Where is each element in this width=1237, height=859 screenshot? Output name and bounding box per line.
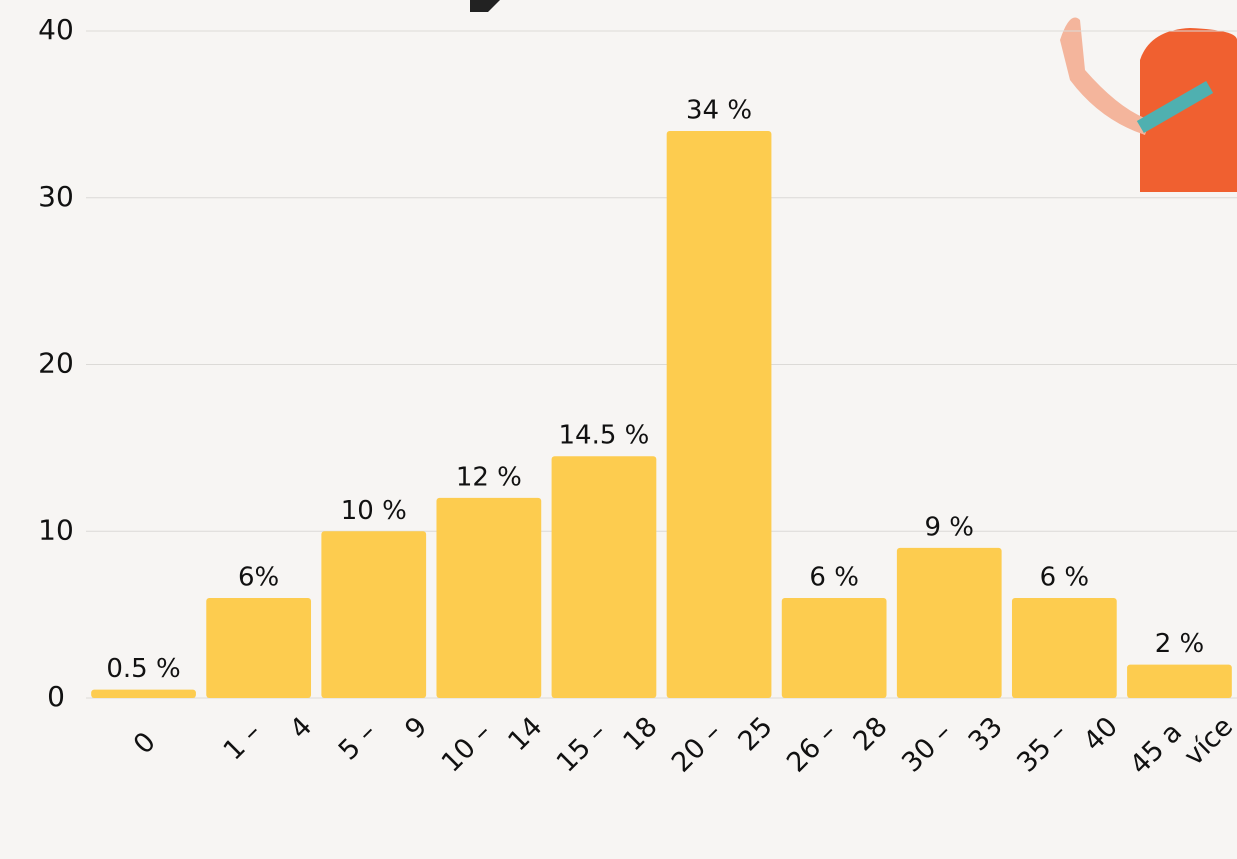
- value-label: 6 %: [809, 562, 859, 592]
- value-label: 14.5 %: [559, 421, 650, 451]
- y-tick-label: 20: [38, 347, 74, 380]
- y-tick-label: 40: [38, 13, 74, 46]
- bar: [436, 497, 542, 698]
- bar: [1127, 664, 1232, 698]
- bar: [666, 131, 772, 699]
- bar: [551, 456, 657, 698]
- bar: [206, 597, 312, 698]
- value-label: 9 %: [924, 512, 974, 542]
- illustration: [1060, 17, 1237, 192]
- value-label: 0.5 %: [106, 654, 180, 684]
- value-label: 34 %: [686, 96, 752, 126]
- y-tick-label: 30: [38, 180, 74, 213]
- y-tick-label: 0: [47, 680, 65, 713]
- value-label: 2 %: [1155, 629, 1205, 659]
- value-label: 10 %: [341, 496, 407, 526]
- value-label: 12 %: [456, 462, 522, 492]
- bar: [896, 547, 1002, 698]
- value-label: 6 %: [1040, 562, 1090, 592]
- y-tick-label: 10: [38, 513, 74, 546]
- value-label: 6%: [238, 562, 279, 592]
- bar: [1011, 597, 1117, 698]
- bar: [91, 689, 196, 698]
- bar: [781, 597, 887, 698]
- title-fragment: [470, 0, 500, 12]
- bar: [321, 531, 427, 698]
